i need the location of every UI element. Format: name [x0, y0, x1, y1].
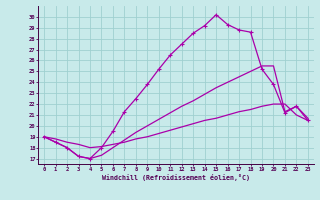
X-axis label: Windchill (Refroidissement éolien,°C): Windchill (Refroidissement éolien,°C) — [102, 174, 250, 181]
